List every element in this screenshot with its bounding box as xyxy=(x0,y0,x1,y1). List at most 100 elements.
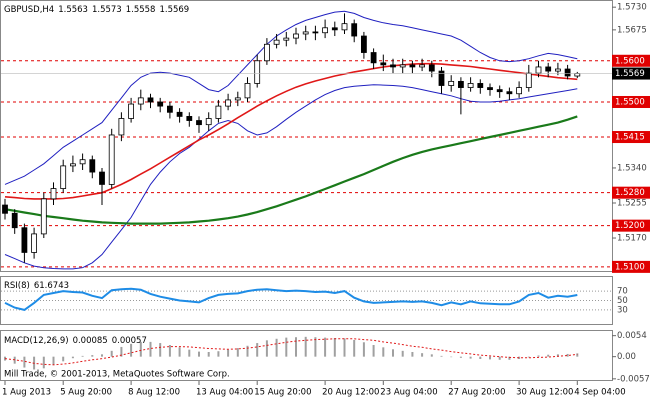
macd-bar xyxy=(110,350,113,357)
macd-bar xyxy=(489,356,491,360)
candle-body xyxy=(79,159,86,165)
candle-body xyxy=(574,73,581,77)
candle-body xyxy=(487,87,493,91)
indicator-line xyxy=(4,10,578,185)
macd-bar xyxy=(149,341,152,357)
macd-bar xyxy=(207,352,210,357)
macd-signal xyxy=(4,338,578,366)
macd-bar xyxy=(324,337,327,357)
level-label: 1.5100 xyxy=(615,262,645,272)
candle-body xyxy=(166,105,173,113)
macd-bar xyxy=(198,351,200,357)
candle-body xyxy=(293,33,299,39)
rsi-panel xyxy=(0,276,613,325)
level-tag xyxy=(612,131,650,144)
candle-body xyxy=(564,68,571,77)
macd-bar xyxy=(527,356,530,358)
candle-body xyxy=(244,83,251,99)
macd-bar xyxy=(139,341,142,357)
macd-bar xyxy=(304,336,307,357)
macd-bar xyxy=(459,356,462,358)
ohlc-high: 1.5573 xyxy=(92,5,122,15)
candle-body xyxy=(99,171,105,185)
candle-body xyxy=(60,165,67,189)
candle-body xyxy=(496,89,503,93)
y-tick-label: 1.5730 xyxy=(617,3,647,13)
macd-bar xyxy=(333,338,336,357)
macd-bar xyxy=(217,351,220,357)
macd-bar xyxy=(508,356,511,360)
macd-bar xyxy=(227,349,230,357)
macd-bar xyxy=(401,350,404,357)
macd-bar xyxy=(421,353,424,357)
candle-body xyxy=(70,163,76,167)
macd-bar xyxy=(295,337,297,357)
candle-body xyxy=(137,97,144,105)
candle-body xyxy=(428,64,435,72)
macd-bar xyxy=(440,355,443,357)
candle-body xyxy=(312,31,319,34)
level-label: 1.5415 xyxy=(615,133,645,143)
x-tick-label: 27 Aug 20:00 xyxy=(448,388,505,398)
candle-body xyxy=(322,27,329,34)
x-tick-label: 4 Sep 04:00 xyxy=(574,388,625,398)
last-price-label: 1.5569 xyxy=(615,69,645,79)
macd-bar xyxy=(178,347,181,357)
candle-body xyxy=(351,23,358,37)
candle-body xyxy=(457,80,464,88)
macd-tick-label: 0.0054 xyxy=(617,331,647,341)
candle-body xyxy=(438,70,445,86)
y-tick-label: 1.5170 xyxy=(617,234,647,244)
rsi-tick-label: 70 xyxy=(617,287,628,297)
candle-body xyxy=(545,66,552,72)
macd-bar xyxy=(275,338,278,357)
level-label: 1.5280 xyxy=(615,188,645,198)
rsi-label: RSI(8) 61.6743 xyxy=(4,281,69,291)
macd-bar xyxy=(246,345,249,357)
candle-body xyxy=(399,64,406,68)
macd-bar xyxy=(159,343,162,357)
candle-body xyxy=(147,97,154,103)
indicator-line xyxy=(4,115,578,225)
candle-body xyxy=(448,80,455,86)
macd-name: MACD(12,26,9) xyxy=(4,336,69,346)
rsi-name: RSI(8) xyxy=(4,281,30,291)
candle-body xyxy=(477,83,484,88)
macd-bar xyxy=(42,356,45,369)
main-panel xyxy=(0,0,613,272)
candle-body xyxy=(341,23,348,31)
candle-body xyxy=(2,204,8,214)
candle-body xyxy=(186,116,193,121)
x-tick-label: 5 Aug 20:00 xyxy=(60,388,112,398)
candle-body xyxy=(302,31,309,35)
candle-body xyxy=(254,60,261,84)
macd-bar xyxy=(52,356,55,366)
candle-body xyxy=(89,159,96,173)
chart-title: GBPUSD,H4 1.5563 1.5573 1.5558 1.5569 xyxy=(4,5,189,15)
candle-body xyxy=(11,212,18,229)
macd-tick-label: 0.00 xyxy=(617,352,636,362)
indicator-line xyxy=(4,62,578,200)
macd-bar xyxy=(188,349,191,357)
candle-body xyxy=(21,227,28,253)
macd-bar xyxy=(392,349,394,357)
macd-bar xyxy=(62,356,65,362)
macd-bar xyxy=(23,356,26,368)
candle-body xyxy=(205,118,212,126)
macd-bar xyxy=(285,337,288,357)
candle-body xyxy=(176,111,183,117)
macd-bar xyxy=(236,348,239,357)
copyright: Mill Trade, © 2001-2013, MetaQuotes Soft… xyxy=(4,370,230,380)
macd-bar xyxy=(498,356,501,360)
candle-body xyxy=(263,43,270,62)
macd-bar xyxy=(518,356,521,359)
last-price-tag xyxy=(612,67,650,80)
candle-body xyxy=(390,64,396,68)
x-tick-label: 8 Aug 12:00 xyxy=(128,388,180,398)
level-tag xyxy=(612,54,650,67)
x-tick-label: 20 Aug 12:00 xyxy=(322,388,379,398)
candle-body xyxy=(419,64,426,68)
x-tick-label: 1 Aug 2013 xyxy=(2,388,51,398)
candle-body xyxy=(555,68,561,72)
